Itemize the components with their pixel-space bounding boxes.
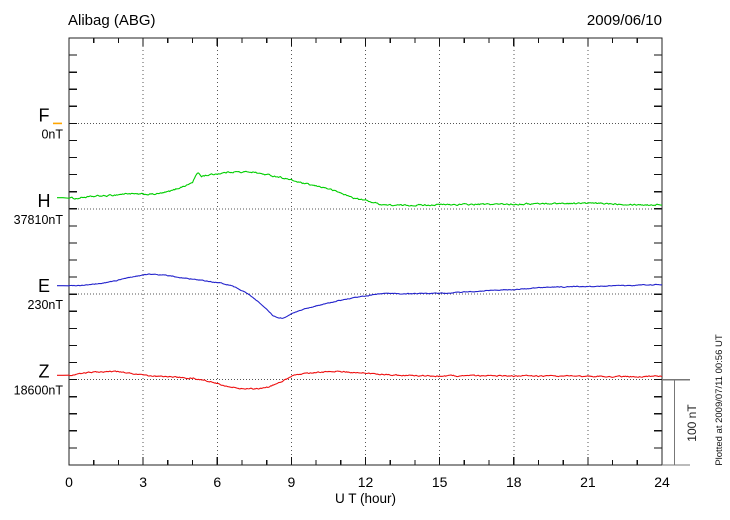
- x-tick-label: 0: [65, 474, 73, 490]
- component-baseline-value-H: 37810nT: [14, 213, 64, 227]
- x-tick-label: 6: [213, 474, 221, 490]
- x-tick-label: 18: [506, 474, 522, 490]
- component-label-Z: Z: [39, 362, 50, 382]
- component-label-layer: 0 3 6 9 12 15 18 21 24 F 0nT H 37810nT E 230nT Z 18600nT: [14, 105, 670, 490]
- plotted-at-note: Plotted at 2009/07/11 00:56 UT: [714, 334, 725, 466]
- station-title: Alibag (ABG): [68, 12, 156, 29]
- component-baseline-value-Z: 18600nT: [14, 384, 64, 398]
- component-baseline-value-F: 0nT: [41, 127, 63, 141]
- x-tick-label: 12: [358, 474, 374, 490]
- x-tick-label: 3: [139, 474, 147, 490]
- x-tick-label: 9: [287, 474, 295, 490]
- x-tick-label: 21: [580, 474, 596, 490]
- x-axis-title: U T (hour): [335, 491, 396, 506]
- trace-E: [57, 273, 663, 319]
- plot-frame: [68, 37, 663, 466]
- component-baseline-value-E: 230nT: [28, 298, 64, 312]
- x-tick-label: 15: [432, 474, 448, 490]
- component-label-H: H: [38, 191, 51, 211]
- component-label-F: F: [39, 105, 50, 125]
- scale-bar-label: 100 nT: [685, 404, 699, 442]
- grid-layer: [68, 37, 663, 466]
- trace-Z: [57, 370, 663, 390]
- date-label: 2009/06/10: [587, 12, 662, 29]
- trace-H: [57, 170, 663, 207]
- x-tick-label: 24: [654, 474, 670, 490]
- component-label-E: E: [38, 276, 50, 296]
- trace-layer: [53, 122, 690, 466]
